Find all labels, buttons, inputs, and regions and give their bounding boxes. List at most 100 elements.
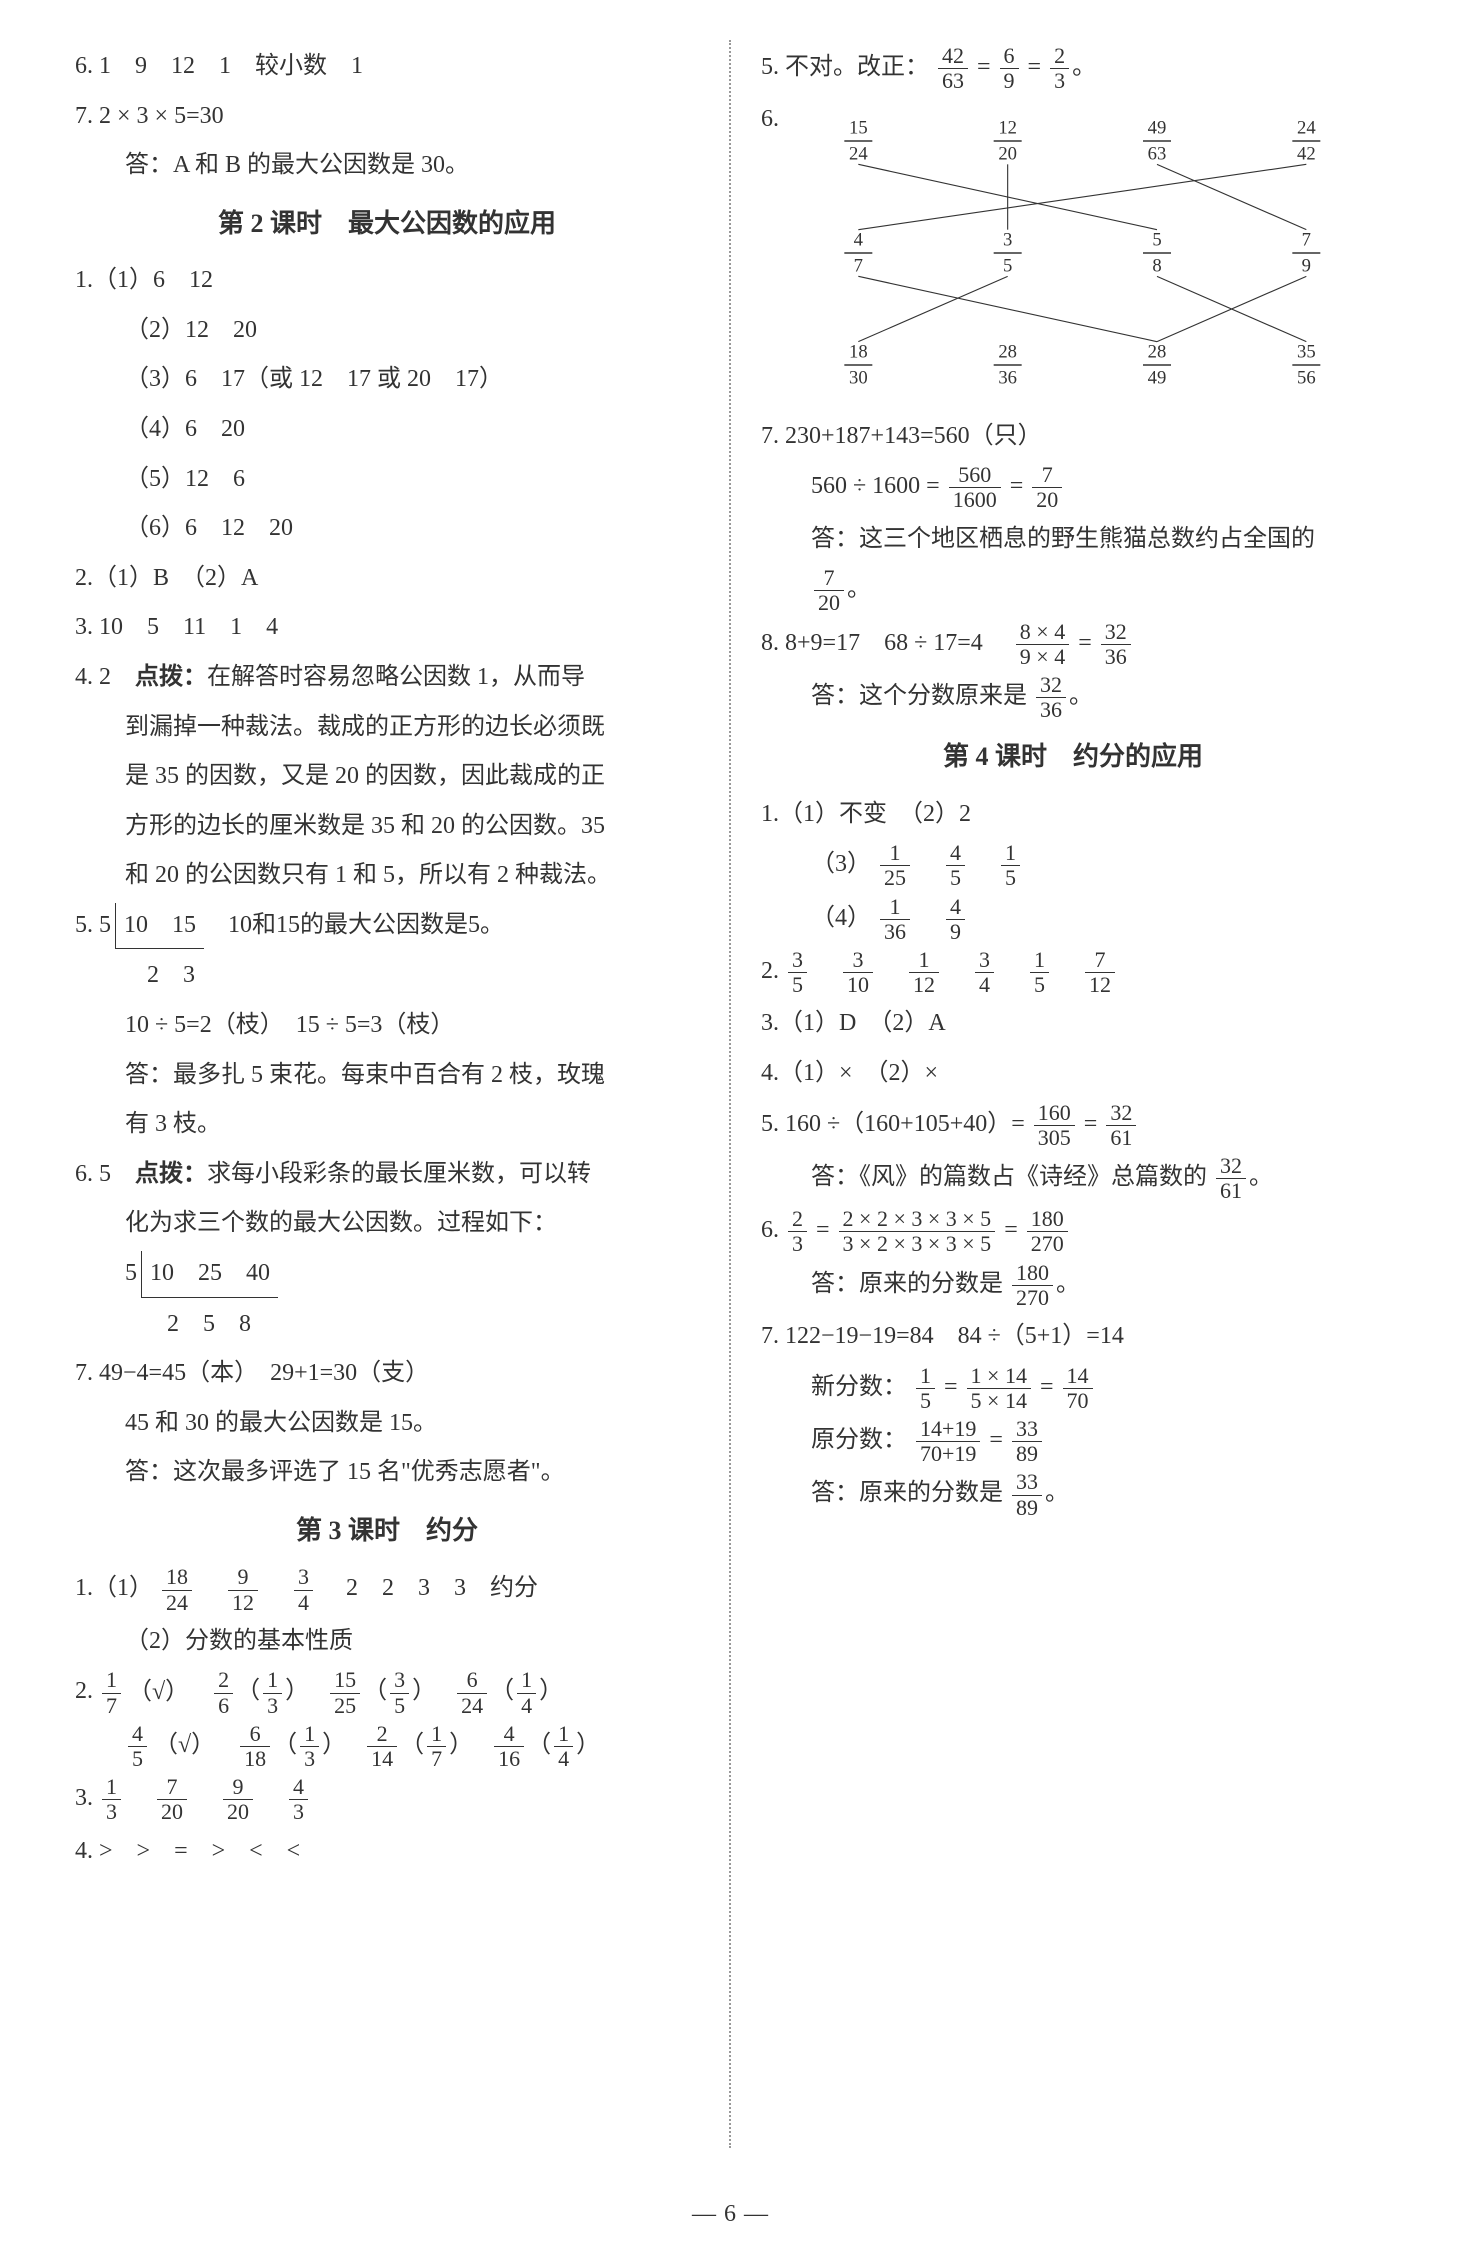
q6-num: 6. 5	[75, 1161, 135, 1187]
fraction: 618	[240, 1722, 270, 1771]
matching-diagram: 15 2412 2049 6324 42 4 73 55 87	[761, 113, 1385, 393]
fraction: 136	[880, 895, 910, 944]
hint-label: 点拨：	[135, 664, 207, 690]
fraction: 1470	[1063, 1364, 1093, 1413]
fraction: 180270	[1012, 1261, 1053, 1310]
label: 原分数：	[811, 1427, 907, 1453]
text-line: 7. 122−19−19=84 84 ÷（5+1）=14	[761, 1314, 1385, 1360]
text-line: 2. 17（√） 26（13） 1525（35） 624（14）	[75, 1668, 699, 1717]
fraction: 8 × 49 × 4	[1016, 620, 1069, 669]
q-prefix: （3）	[811, 851, 871, 877]
gcf-note: 10和15的最大公因数是5。	[204, 912, 504, 938]
fraction: 125	[880, 841, 910, 890]
answer-line: 答：A 和 B 的最大公因数是 30。	[75, 143, 699, 189]
fraction: 720	[157, 1775, 187, 1824]
fraction: 34	[975, 948, 994, 997]
fraction: 2 × 2 × 3 × 3 × 53 × 2 × 3 × 3 × 5	[839, 1207, 996, 1256]
answer-line: 答：原来的分数是 180270。	[761, 1261, 1385, 1310]
answer-line: 答：这三个地区栖息的野生熊猫总数约占全国的	[761, 517, 1385, 563]
q-prefix: 6.	[761, 1218, 785, 1244]
svg-text:5: 5	[1003, 256, 1012, 277]
svg-text:28: 28	[1148, 342, 1167, 363]
text-line: 2.（1）B （2）A	[75, 556, 699, 602]
fraction: 35	[788, 948, 807, 997]
svg-text:12: 12	[998, 118, 1017, 139]
fraction: 720	[1032, 463, 1062, 512]
text-line: 7. 2 × 3 × 5=30	[75, 94, 699, 140]
fraction: 14	[554, 1722, 573, 1771]
q-prefix: 5. 不对。改正：	[761, 54, 929, 80]
fraction: 26	[214, 1668, 233, 1717]
svg-text:24: 24	[1297, 118, 1316, 139]
q6-text: 求每小段彩条的最长厘米数，可以转	[207, 1161, 591, 1187]
hint-label: 点拨：	[135, 1161, 207, 1187]
svg-text:36: 36	[998, 368, 1017, 389]
text-line: 6. 1 9 12 1 较小数 1	[75, 44, 699, 90]
text-line: （4） 136 49	[761, 895, 1385, 944]
text-line: 5. 160 ÷（160+105+40）= 160305 = 3261	[761, 1101, 1385, 1150]
fraction: 214	[367, 1722, 397, 1771]
check-mark: （√）	[154, 1732, 203, 1758]
svg-text:15: 15	[849, 118, 868, 139]
calc-prefix: 560 ÷ 1600 =	[811, 473, 946, 499]
fraction: 920	[223, 1775, 253, 1824]
svg-text:7: 7	[854, 256, 863, 277]
fraction: 720	[814, 566, 844, 615]
answer-line: 答：这次最多评选了 15 名"优秀志愿者"。	[75, 1450, 699, 1496]
svg-text:5: 5	[1152, 230, 1161, 251]
fraction: 14+1970+19	[916, 1417, 980, 1466]
svg-text:8: 8	[1152, 256, 1161, 277]
fraction: 49	[946, 895, 965, 944]
fraction: 13	[102, 1775, 121, 1824]
text-line: 720。	[761, 566, 1385, 615]
text-line: 6. 5 点拨：求每小段彩条的最长厘米数，可以转	[75, 1152, 699, 1198]
text-line: （4）6 20	[75, 407, 699, 453]
fraction: 624	[457, 1668, 487, 1717]
text-line: 4.（1）× （2）×	[761, 1051, 1385, 1097]
answer-text: 答：《风》的篇数占《诗经》总篇数的	[811, 1164, 1213, 1190]
text-line: 化为求三个数的最大公因数。过程如下：	[75, 1201, 699, 1247]
text-line: 1.（1）6 12	[75, 258, 699, 304]
svg-text:3: 3	[1003, 230, 1012, 251]
fraction: 14	[517, 1668, 536, 1717]
answer-text: 答：这个分数原来是	[811, 683, 1033, 709]
fraction: 310	[843, 948, 873, 997]
fraction: 43	[289, 1775, 308, 1824]
left-column: 6. 1 9 12 1 较小数 1 7. 2 × 3 × 5=30 答：A 和 …	[60, 40, 729, 2148]
svg-text:35: 35	[1297, 342, 1316, 363]
text-line: （6）6 12 20	[75, 506, 699, 552]
text-line: 方形的边长的厘米数是 35 和 20 的公因数。35	[75, 804, 699, 850]
q-prefix: 2.	[75, 1679, 99, 1705]
text-line: 560 ÷ 1600 = 5601600 = 720	[761, 463, 1385, 512]
answer-text: 答：原来的分数是	[811, 1271, 1009, 1297]
text-line: （3）6 17（或 12 17 或 20 17）	[75, 357, 699, 403]
text-line: 到漏掉一种裁法。裁成的正方形的边长必须既	[75, 705, 699, 751]
text-line: 1.（1） 1824 912 34 2 2 3 3 约分	[75, 1565, 699, 1614]
fraction: 112	[909, 948, 939, 997]
text-line: （5）12 6	[75, 457, 699, 503]
fraction: 17	[427, 1722, 446, 1771]
q-prefix: （4）	[811, 905, 871, 931]
answer-line: 答：原来的分数是 3389。	[761, 1470, 1385, 1519]
text-line: 6. 23 = 2 × 2 × 3 × 3 × 53 × 2 × 3 × 3 ×…	[761, 1207, 1385, 1256]
section-title-4: 第 4 课时 约分的应用	[761, 732, 1385, 781]
text-line: 7. 49−4=45（本） 29+1=30（支）	[75, 1351, 699, 1397]
text-line: 1.（1）不变 （2）2	[761, 792, 1385, 838]
gcf-dividend: 10 25 40	[141, 1251, 278, 1298]
gcf-dividend: 10 15	[115, 903, 204, 950]
text-line: 10 ÷ 5=2（枝） 15 ÷ 5=3（枝）	[75, 1003, 699, 1049]
fraction: 45	[946, 841, 965, 890]
section-title-2: 第 2 课时 最大公因数的应用	[75, 199, 699, 248]
fraction: 4263	[938, 44, 968, 93]
svg-text:49: 49	[1148, 368, 1167, 389]
svg-text:49: 49	[1148, 118, 1167, 139]
svg-text:42: 42	[1297, 144, 1316, 165]
text-line: 新分数： 15 = 1 × 145 × 14 = 1470	[761, 1364, 1385, 1413]
q-prefix: 2.	[761, 958, 785, 984]
gcf-divisor: 5. 5	[75, 912, 111, 938]
gcf-line: 510 25 40	[75, 1251, 699, 1298]
fraction: 45	[128, 1722, 147, 1771]
period: 。	[847, 576, 871, 602]
answer-line: 答：最多扎 5 束花。每束中百合有 2 枝，玫瑰	[75, 1053, 699, 1099]
page-number: 6	[0, 2201, 1460, 2228]
